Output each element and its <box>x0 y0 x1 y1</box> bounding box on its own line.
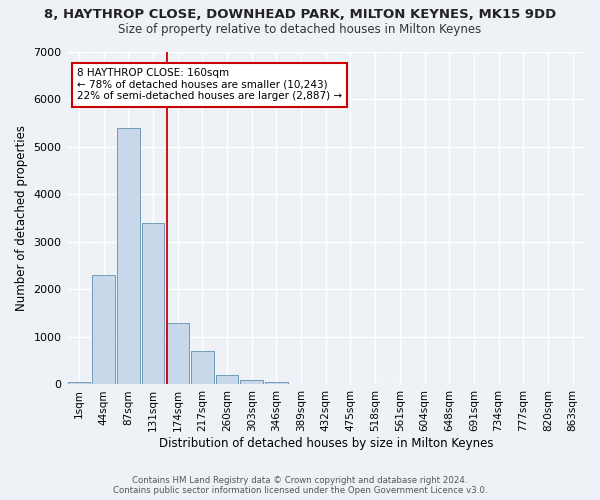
Text: 8, HAYTHROP CLOSE, DOWNHEAD PARK, MILTON KEYNES, MK15 9DD: 8, HAYTHROP CLOSE, DOWNHEAD PARK, MILTON… <box>44 8 556 20</box>
Text: 8 HAYTHROP CLOSE: 160sqm
← 78% of detached houses are smaller (10,243)
22% of se: 8 HAYTHROP CLOSE: 160sqm ← 78% of detach… <box>77 68 342 102</box>
Bar <box>265 382 288 384</box>
Bar <box>142 222 164 384</box>
Bar <box>191 351 214 384</box>
X-axis label: Distribution of detached houses by size in Milton Keynes: Distribution of detached houses by size … <box>158 437 493 450</box>
Text: Contains HM Land Registry data © Crown copyright and database right 2024.
Contai: Contains HM Land Registry data © Crown c… <box>113 476 487 495</box>
Text: Size of property relative to detached houses in Milton Keynes: Size of property relative to detached ho… <box>118 22 482 36</box>
Bar <box>92 275 115 384</box>
Bar <box>166 322 189 384</box>
Bar <box>215 375 238 384</box>
Y-axis label: Number of detached properties: Number of detached properties <box>15 125 28 311</box>
Bar <box>117 128 140 384</box>
Bar <box>68 382 90 384</box>
Bar <box>241 380 263 384</box>
